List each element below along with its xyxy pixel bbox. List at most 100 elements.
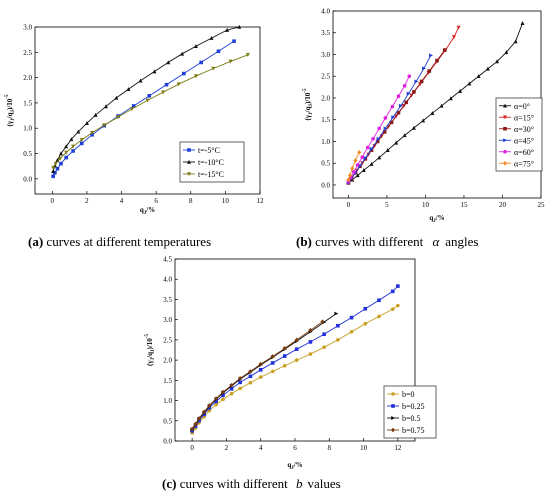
data-point — [398, 103, 403, 108]
caption-c: (c) curves with different b values — [162, 476, 341, 491]
data-point — [451, 35, 456, 40]
data-point — [258, 368, 263, 372]
data-point — [396, 110, 401, 115]
data-point — [211, 66, 216, 71]
data-point — [520, 21, 525, 25]
panel-c-chart: 0 2 4 6 8 10 12 0.0 0.5 1.0 1.5 2.0 2.5 3.0 3.5 4.0 4.5 q… — [145, 256, 437, 471]
data-point — [377, 155, 382, 160]
legend-label: t=-15°C — [198, 170, 224, 179]
y-tick-label: 0.0 — [23, 175, 32, 183]
data-point — [202, 412, 206, 417]
x-axis-label: qJ/% — [287, 461, 302, 471]
data-point — [84, 120, 89, 125]
data-point — [202, 409, 207, 415]
data-point — [207, 403, 212, 408]
legend-marker — [503, 149, 507, 154]
legend-marker — [187, 148, 191, 152]
data-point — [64, 144, 69, 149]
data-point — [363, 156, 368, 160]
data-point — [421, 118, 426, 123]
data-point — [382, 130, 387, 134]
data-point — [402, 84, 407, 88]
data-point — [79, 138, 84, 143]
data-point — [439, 103, 444, 108]
data-point — [258, 375, 263, 379]
data-point — [197, 416, 201, 421]
y-tick-label: 1.5 — [163, 377, 172, 385]
y-tick-label: 1.0 — [23, 125, 32, 133]
y-tick-label: 4.0 — [163, 276, 172, 284]
y-tick-label: 3.0 — [23, 24, 32, 32]
data-point — [476, 74, 481, 79]
data-point — [245, 53, 250, 57]
data-point — [383, 126, 388, 131]
data-point — [69, 137, 74, 142]
legend: α=0° α=15° α=30° α=45° α=60° α=75° — [495, 97, 543, 172]
data-point — [350, 166, 355, 171]
data-point — [377, 314, 381, 319]
data-point — [238, 380, 242, 385]
data-point — [383, 116, 388, 120]
data-point — [221, 389, 225, 395]
y-tick-label: 2.5 — [321, 73, 330, 81]
y-tick-label: 0.5 — [23, 150, 32, 158]
data-point — [64, 150, 69, 155]
data-point — [59, 161, 63, 166]
legend-label: α=30° — [514, 125, 534, 134]
legend-marker — [503, 115, 507, 120]
data-point — [308, 352, 313, 356]
y-axis-label: (γJ/qJ)/10-5 — [303, 88, 314, 120]
legend-marker — [391, 392, 395, 396]
data-point — [182, 71, 186, 76]
data-point — [369, 148, 374, 152]
x-tick-label: 2 — [85, 197, 89, 205]
legend-marker — [503, 160, 507, 166]
x-tick-label: 25 — [538, 201, 546, 209]
x-tick-label: 0 — [190, 444, 194, 452]
data-point — [308, 340, 313, 344]
y-tick-label: 0.5 — [163, 417, 172, 425]
y-tick-label: 2.0 — [321, 94, 330, 102]
legend-marker — [391, 416, 396, 420]
series-line-2 — [191, 313, 337, 430]
data-point — [390, 307, 395, 311]
legend-label: α=45° — [514, 136, 534, 145]
data-point — [207, 406, 212, 410]
data-point — [322, 345, 326, 349]
data-point — [248, 374, 253, 379]
x-tick-label: 0 — [347, 201, 351, 209]
data-point — [214, 399, 218, 404]
legend-marker — [187, 159, 191, 164]
data-point — [129, 107, 134, 112]
data-point — [385, 148, 390, 152]
y-tick-label: 1.5 — [23, 99, 32, 107]
data-point — [363, 321, 368, 326]
x-axis-label: qJ/% — [429, 214, 444, 224]
data-point — [412, 90, 416, 94]
data-point — [427, 69, 432, 73]
data-point — [365, 145, 370, 150]
data-point — [355, 173, 360, 178]
data-point — [513, 39, 518, 44]
legend-marker — [187, 172, 191, 177]
data-point — [347, 173, 352, 178]
data-point — [229, 382, 234, 388]
y-tick-label: 0.0 — [163, 438, 172, 446]
data-point — [369, 161, 374, 166]
data-point — [495, 59, 500, 64]
series-line-3 — [191, 321, 323, 430]
legend-label: t=-5°C — [198, 146, 220, 155]
data-point — [51, 174, 55, 179]
data-point — [103, 104, 108, 109]
legend-label: α=0° — [514, 102, 530, 111]
legend-marker — [503, 103, 507, 108]
data-point — [406, 91, 411, 96]
legend-label: α=15° — [514, 113, 534, 122]
data-point — [294, 347, 299, 351]
data-point — [369, 146, 374, 151]
x-tick-label: 15 — [460, 201, 468, 209]
legend-label: α=60° — [514, 148, 534, 157]
legend-label: t=-10°C — [198, 158, 224, 167]
data-point — [102, 123, 107, 128]
data-point — [228, 59, 233, 64]
